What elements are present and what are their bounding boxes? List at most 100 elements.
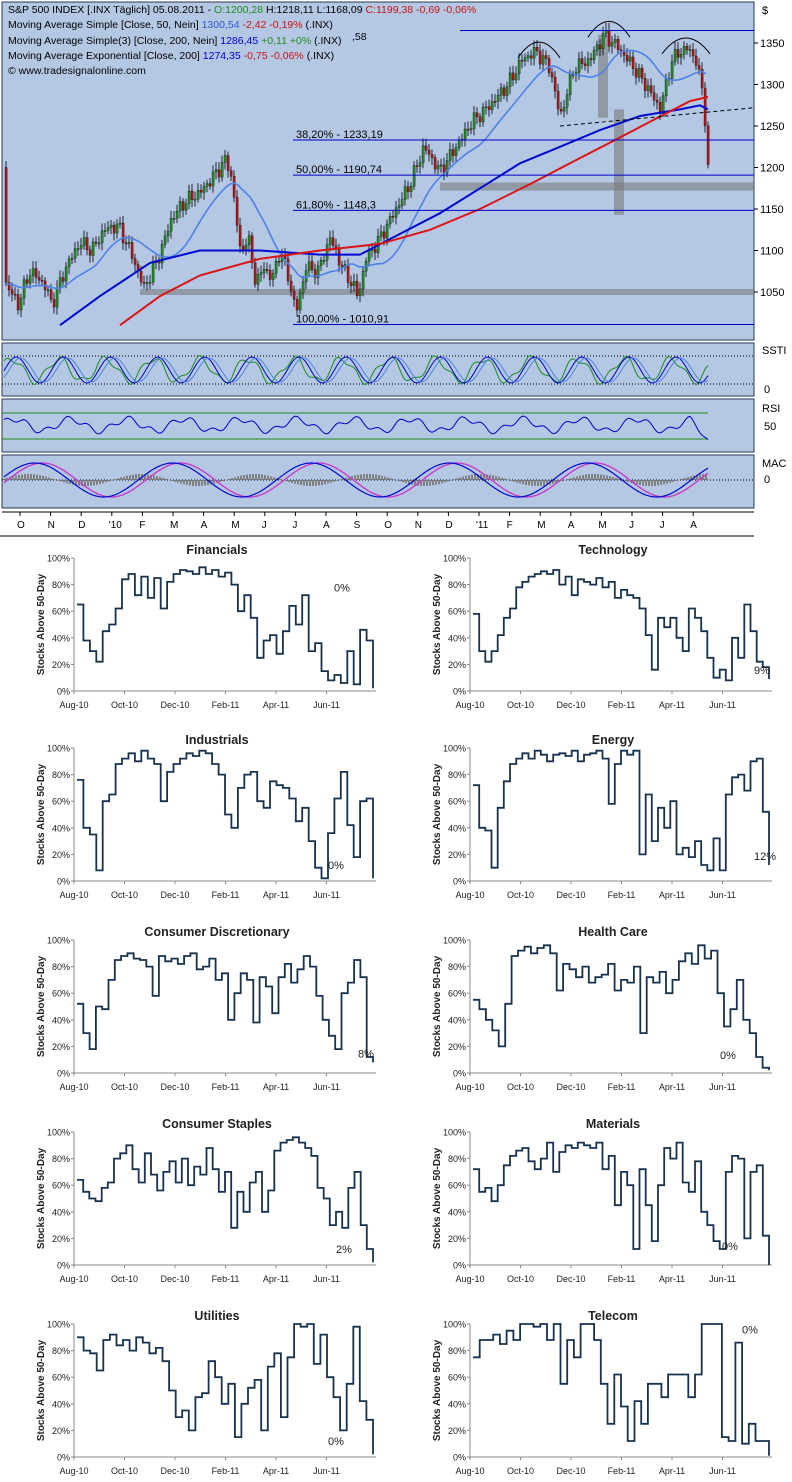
candle-body xyxy=(424,145,428,151)
y-tick-label: 100% xyxy=(47,744,70,754)
candle-body xyxy=(16,294,20,311)
ssti-panel xyxy=(1,342,755,397)
y-tick-label: 80% xyxy=(52,580,70,590)
candle-body xyxy=(445,160,449,174)
candle-body xyxy=(430,154,434,158)
sector-title: Utilities xyxy=(194,1309,239,1323)
end-value-label: 8% xyxy=(358,1048,374,1060)
candle-body xyxy=(271,273,275,280)
x-tick-label: Oct-10 xyxy=(507,1274,534,1284)
measured-move-bar xyxy=(614,109,624,215)
candle-body xyxy=(637,68,641,78)
candle-body xyxy=(4,167,8,283)
candle-body xyxy=(358,288,362,296)
candle-body xyxy=(598,44,602,49)
y-tick-label: 20% xyxy=(52,1234,70,1244)
y-tick-label: 0% xyxy=(57,1069,70,1079)
y-tick-label: 1100 xyxy=(760,246,784,258)
candle-body xyxy=(109,224,113,228)
y-tick-label: 80% xyxy=(52,1346,70,1356)
candle-body xyxy=(163,235,167,245)
candle-body xyxy=(532,47,536,59)
candle-body xyxy=(583,63,587,66)
sector-y-label: Stocks Above 50-Day xyxy=(432,573,443,675)
x-tick-label: Feb-11 xyxy=(608,1082,636,1092)
x-tick-label: Jun-11 xyxy=(313,700,340,710)
sector-y-label: Stocks Above 50-Day xyxy=(36,763,47,865)
candle-body xyxy=(673,49,677,62)
y-tick-label: 60% xyxy=(52,797,70,807)
candle-body xyxy=(472,112,476,129)
candle-body xyxy=(475,112,479,117)
x-tick-label: Dec-10 xyxy=(556,1082,585,1092)
x-tick-label: Apr-11 xyxy=(659,890,685,900)
candle-body xyxy=(394,207,398,218)
candle-body xyxy=(391,215,395,218)
y-tick-label: 1200 xyxy=(760,163,784,175)
candle-body xyxy=(166,231,170,237)
candle-body xyxy=(61,277,65,282)
y-tick-label: 80% xyxy=(448,1154,466,1164)
candle-body xyxy=(199,190,203,193)
candle-body xyxy=(628,56,632,62)
x-tick-label: Aug-10 xyxy=(455,1274,484,1284)
candle-body xyxy=(568,74,572,96)
sector-chart-consumer-staples: Consumer Staples Stocks Above 50-Day 0% 20%… xyxy=(36,1117,376,1284)
candle-body xyxy=(292,290,296,300)
sector-chart-consumer-discretionary: Consumer Discretionary Stocks Above 50-Da… xyxy=(36,925,376,1092)
candle-body xyxy=(73,248,77,259)
candle-body xyxy=(415,165,419,167)
candle-body xyxy=(478,116,482,123)
candle-body xyxy=(490,101,494,110)
candle-body xyxy=(181,201,185,211)
x-tick-label: Aug-10 xyxy=(455,700,484,710)
candle-body xyxy=(94,241,98,244)
candle-body xyxy=(649,85,653,93)
sma-200-line xyxy=(59,104,709,327)
candle-body xyxy=(523,57,527,62)
candle-body xyxy=(76,248,80,250)
candle-body xyxy=(118,222,122,225)
candle-body xyxy=(457,140,461,148)
candle-body xyxy=(289,280,293,292)
candle-body xyxy=(124,242,128,245)
x-tick-label: Feb-11 xyxy=(608,1466,636,1476)
x-tick-label: M xyxy=(170,520,178,531)
candle-body xyxy=(448,149,452,161)
candle-body xyxy=(22,279,26,299)
x-tick-label: Dec-10 xyxy=(160,1274,189,1284)
y-tick-label: 80% xyxy=(52,770,70,780)
candle-body xyxy=(85,237,89,250)
x-tick-label: F xyxy=(139,520,145,531)
candle-body xyxy=(373,248,377,253)
y-tick-label: 1350 xyxy=(760,38,784,50)
y-tick-label: 40% xyxy=(52,1399,70,1409)
y-tick-label: 20% xyxy=(448,1042,466,1052)
candle-body xyxy=(589,58,593,60)
x-tick-label: Oct-10 xyxy=(111,1274,138,1284)
y-tick-label: 1150 xyxy=(760,204,784,216)
x-tick-label: Feb-11 xyxy=(212,890,240,900)
x-tick-label: Dec-10 xyxy=(556,1274,585,1284)
x-tick-label: J xyxy=(292,520,297,531)
y-tick-label: 0% xyxy=(57,687,70,697)
x-tick-label: Jun-11 xyxy=(709,700,736,710)
x-tick-label: Jun-11 xyxy=(313,1466,340,1476)
currency-symbol: $ xyxy=(762,5,768,17)
x-tick-label: Feb-11 xyxy=(212,1466,240,1476)
candle-body xyxy=(634,68,638,78)
y-tick-label: 100% xyxy=(47,1128,70,1138)
breadth-line xyxy=(473,1323,770,1456)
y-tick-label: 60% xyxy=(448,607,466,617)
y-tick-label: 80% xyxy=(52,1154,70,1164)
y-tick-label: 0% xyxy=(453,877,466,887)
candle-body xyxy=(547,58,551,73)
breadth-line xyxy=(473,749,770,872)
candle-body xyxy=(382,231,386,239)
x-tick-label: Apr-11 xyxy=(263,1082,289,1092)
sector-y-label: Stocks Above 50-Day xyxy=(36,955,47,1057)
candle-body xyxy=(541,55,545,65)
candle-body xyxy=(13,293,17,296)
x-tick-label: O xyxy=(17,520,25,531)
y-tick-label: 1050 xyxy=(760,287,784,299)
